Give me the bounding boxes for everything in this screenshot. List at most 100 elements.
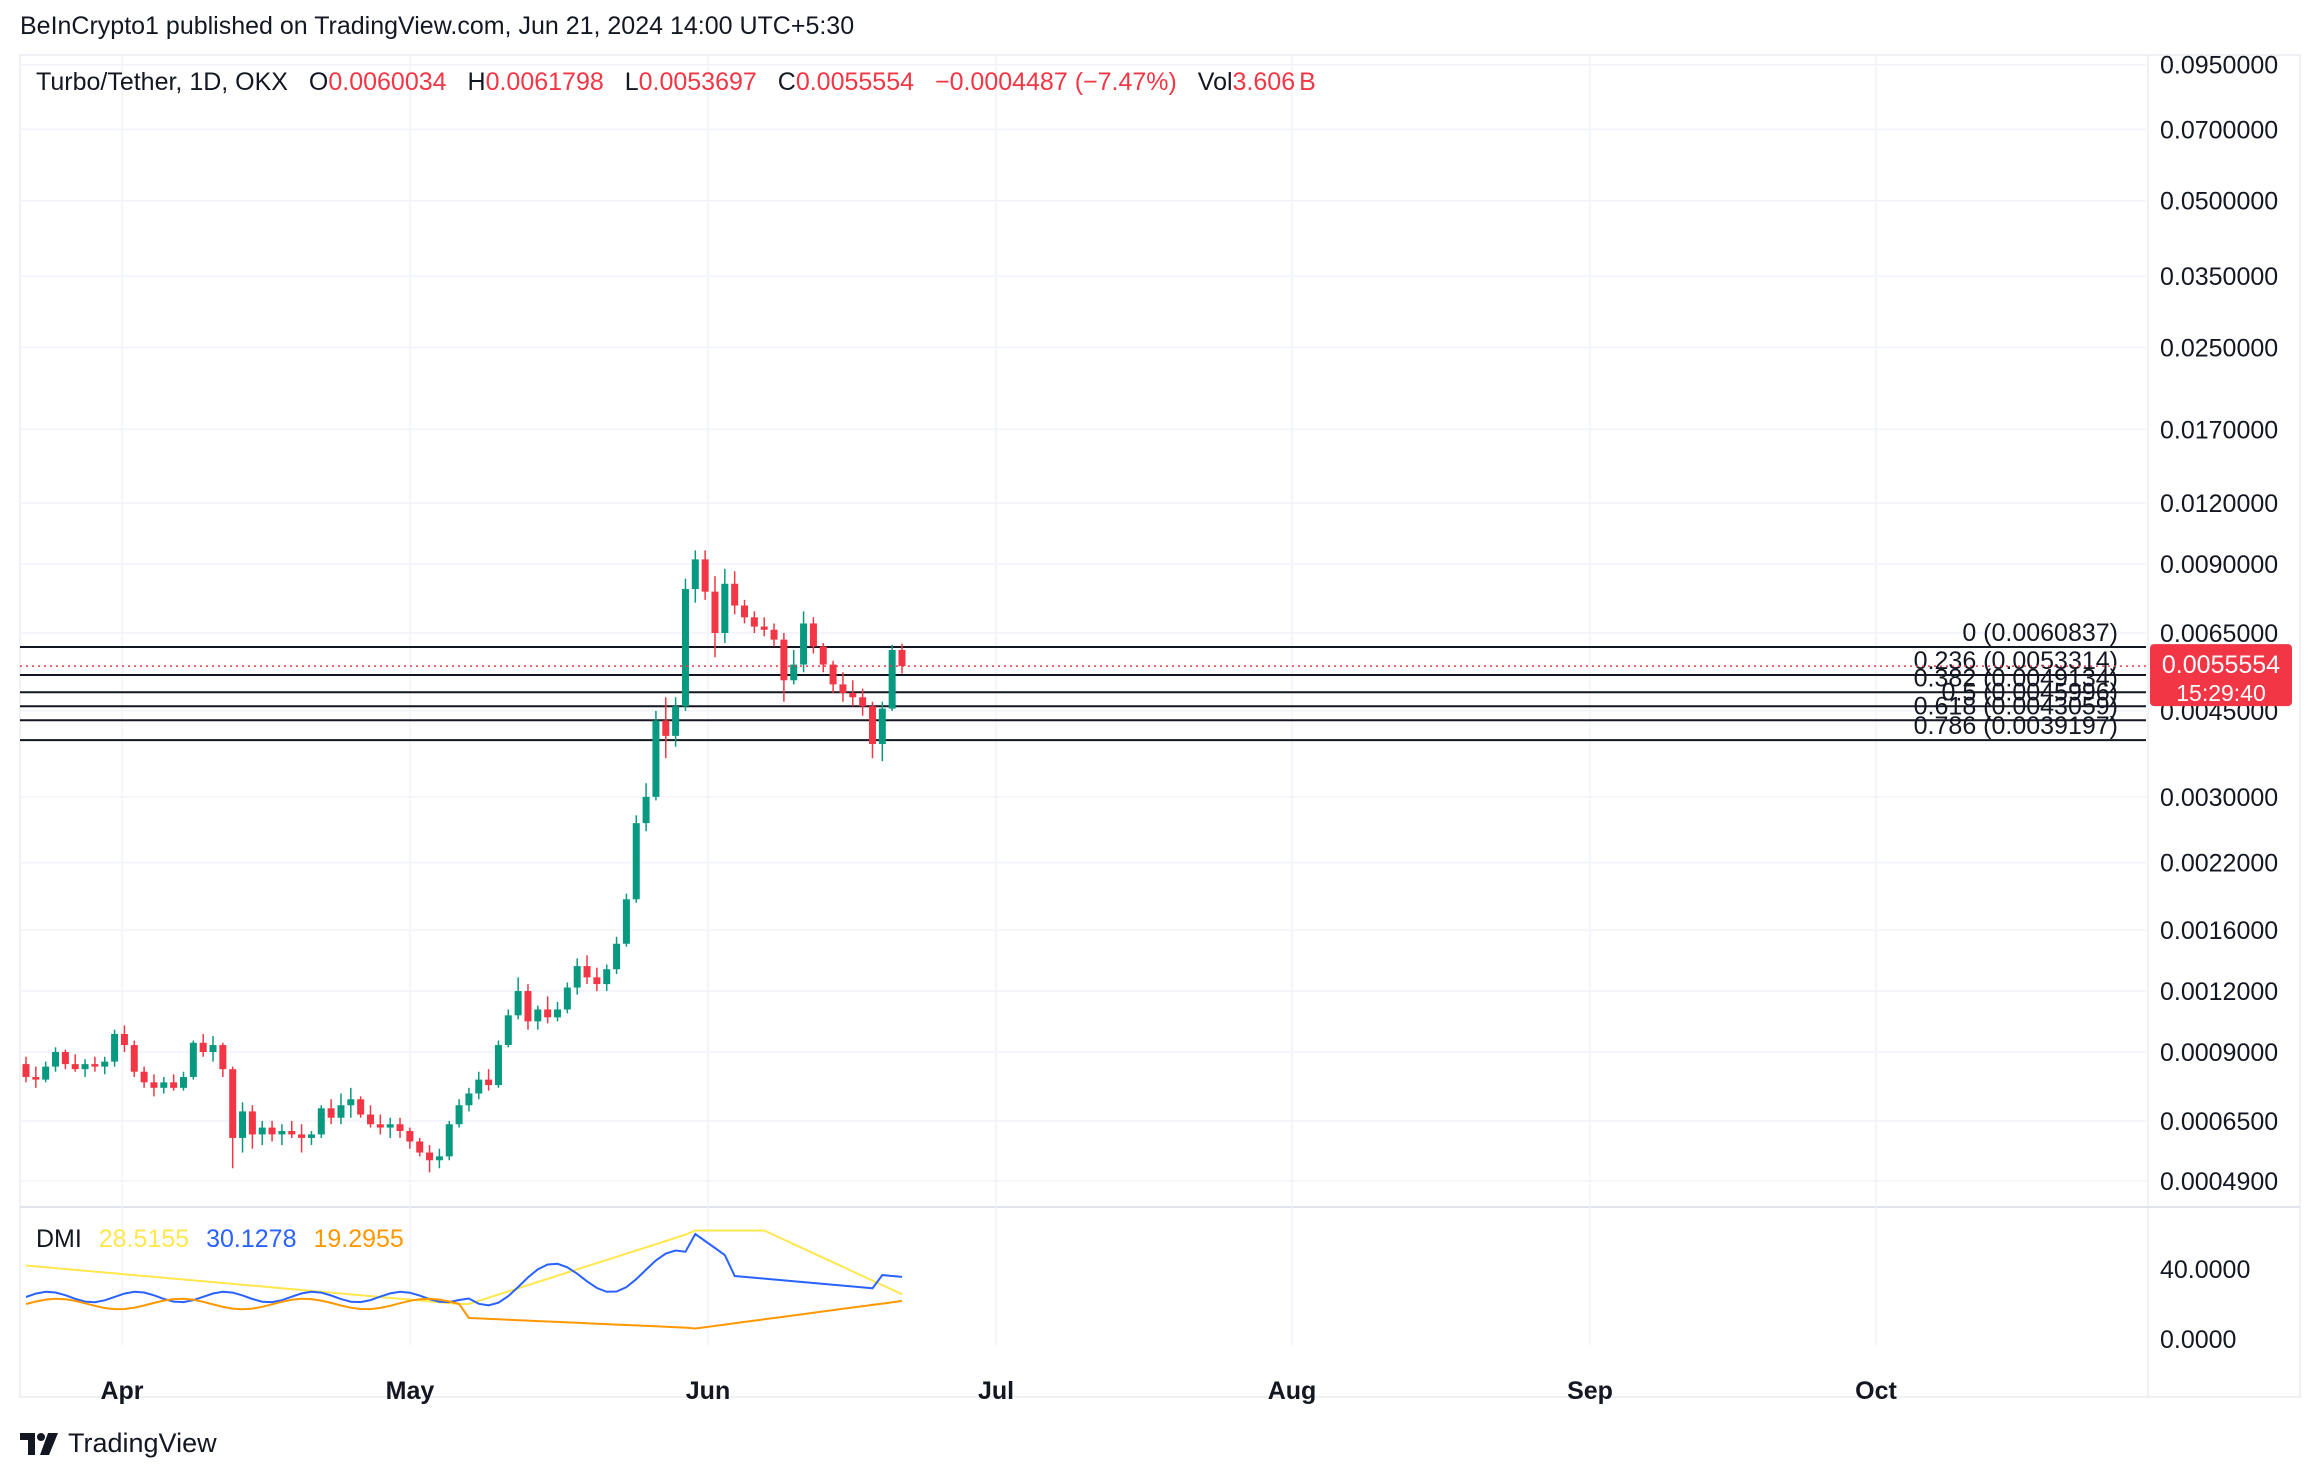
fib-level-label: 0.382 (0.0049134): [1914, 664, 2118, 692]
candle: [524, 984, 532, 1030]
candle: [672, 697, 680, 747]
candle: [426, 1145, 434, 1173]
candle: [741, 599, 749, 624]
candle: [199, 1033, 207, 1057]
candle-body: [111, 1033, 119, 1062]
candle: [189, 1040, 197, 1080]
candle: [179, 1071, 187, 1091]
candle-body: [22, 1064, 30, 1077]
candle-body: [819, 646, 827, 665]
candle: [485, 1069, 493, 1091]
fib-level-label: 0.236 (0.0053314): [1914, 647, 2118, 675]
time-tick-label: Jun: [686, 1377, 730, 1405]
candle-body: [839, 684, 847, 693]
close-label: C: [777, 68, 796, 96]
candle-body: [347, 1099, 355, 1106]
high-label: H: [467, 68, 486, 96]
candle: [366, 1105, 374, 1128]
fib-level-label: 0 (0.0060837): [1962, 619, 2118, 647]
tradingview-logo[interactable]: TradingView: [20, 1428, 217, 1459]
candle-body: [366, 1114, 374, 1125]
open-value: 0.0060034: [328, 68, 447, 96]
candle: [337, 1093, 345, 1125]
candle: [317, 1105, 325, 1138]
candle-body: [888, 649, 896, 709]
candle-body: [494, 1045, 502, 1086]
candle: [81, 1059, 89, 1077]
candle: [465, 1087, 473, 1112]
candle-body: [150, 1082, 158, 1088]
close-value: 0.0055554: [795, 68, 915, 96]
dmi-label[interactable]: DMI: [36, 1225, 82, 1253]
candle: [632, 815, 640, 903]
candle: [396, 1117, 404, 1138]
candle: [691, 550, 699, 603]
candlestick-series: [20, 550, 2146, 1173]
candle-body: [337, 1105, 345, 1118]
candle-body: [563, 987, 571, 1010]
volume-unit: B: [1299, 68, 1316, 96]
price-tick-label: 0.0006500: [2160, 1108, 2278, 1136]
time-tick-label: Apr: [100, 1377, 143, 1405]
candle-body: [396, 1124, 404, 1131]
symbol-label[interactable]: Turbo/Tether, 1D, OKX: [36, 68, 288, 96]
price-tick-label: 0.0250000: [2160, 335, 2278, 363]
time-tick-label: Jul: [978, 1377, 1014, 1405]
candle-body: [613, 943, 621, 970]
candle: [376, 1114, 384, 1135]
time-tick-label: Sep: [1567, 1377, 1613, 1405]
candle: [268, 1120, 276, 1142]
candle-body: [800, 623, 808, 665]
candle-body: [662, 720, 670, 736]
candle: [504, 1009, 512, 1048]
candle: [111, 1029, 119, 1067]
candle: [42, 1061, 50, 1083]
candle-body: [544, 1009, 552, 1018]
candle: [386, 1117, 394, 1138]
candle-body: [160, 1082, 168, 1088]
candle-body: [741, 605, 749, 618]
candle-body: [278, 1130, 286, 1135]
candle-body: [435, 1156, 443, 1161]
candle-body: [52, 1052, 60, 1067]
grid: [19, 54, 2301, 1398]
candle-body: [750, 617, 758, 627]
candle: [859, 688, 867, 716]
candle: [839, 672, 847, 702]
candle: [849, 680, 857, 707]
price-tick-label: 0.0016000: [2160, 917, 2278, 945]
candle-body: [642, 796, 650, 824]
fibonacci-retracement[interactable]: 0 (0.0060837)0.236 (0.0053314)0.382 (0.0…: [20, 619, 2146, 742]
candle: [898, 643, 906, 674]
candle-body: [426, 1152, 434, 1161]
candle: [101, 1056, 109, 1075]
candle-body: [376, 1124, 384, 1128]
candle-body: [829, 664, 837, 685]
candle-body: [32, 1076, 40, 1080]
candle-body: [386, 1124, 394, 1128]
candle-body: [534, 1009, 542, 1022]
candle-body: [672, 706, 680, 736]
candle: [868, 701, 876, 759]
candle-body: [622, 899, 630, 944]
candle: [445, 1120, 453, 1161]
candle-body: [504, 1015, 512, 1046]
candle: [603, 964, 611, 992]
candle-body: [298, 1134, 306, 1138]
candle-body: [465, 1093, 473, 1106]
candle: [219, 1042, 227, 1077]
candle: [455, 1099, 463, 1128]
candle-body: [711, 591, 719, 633]
candle: [573, 958, 581, 995]
candle: [307, 1130, 315, 1146]
candle: [878, 701, 886, 762]
candle-body: [603, 969, 611, 985]
candle-body: [809, 623, 817, 647]
candle: [91, 1056, 99, 1072]
candle-body: [868, 706, 876, 744]
candle-body: [140, 1071, 148, 1083]
candle: [71, 1054, 79, 1072]
candle-body: [179, 1076, 187, 1088]
candle-body: [770, 629, 778, 640]
